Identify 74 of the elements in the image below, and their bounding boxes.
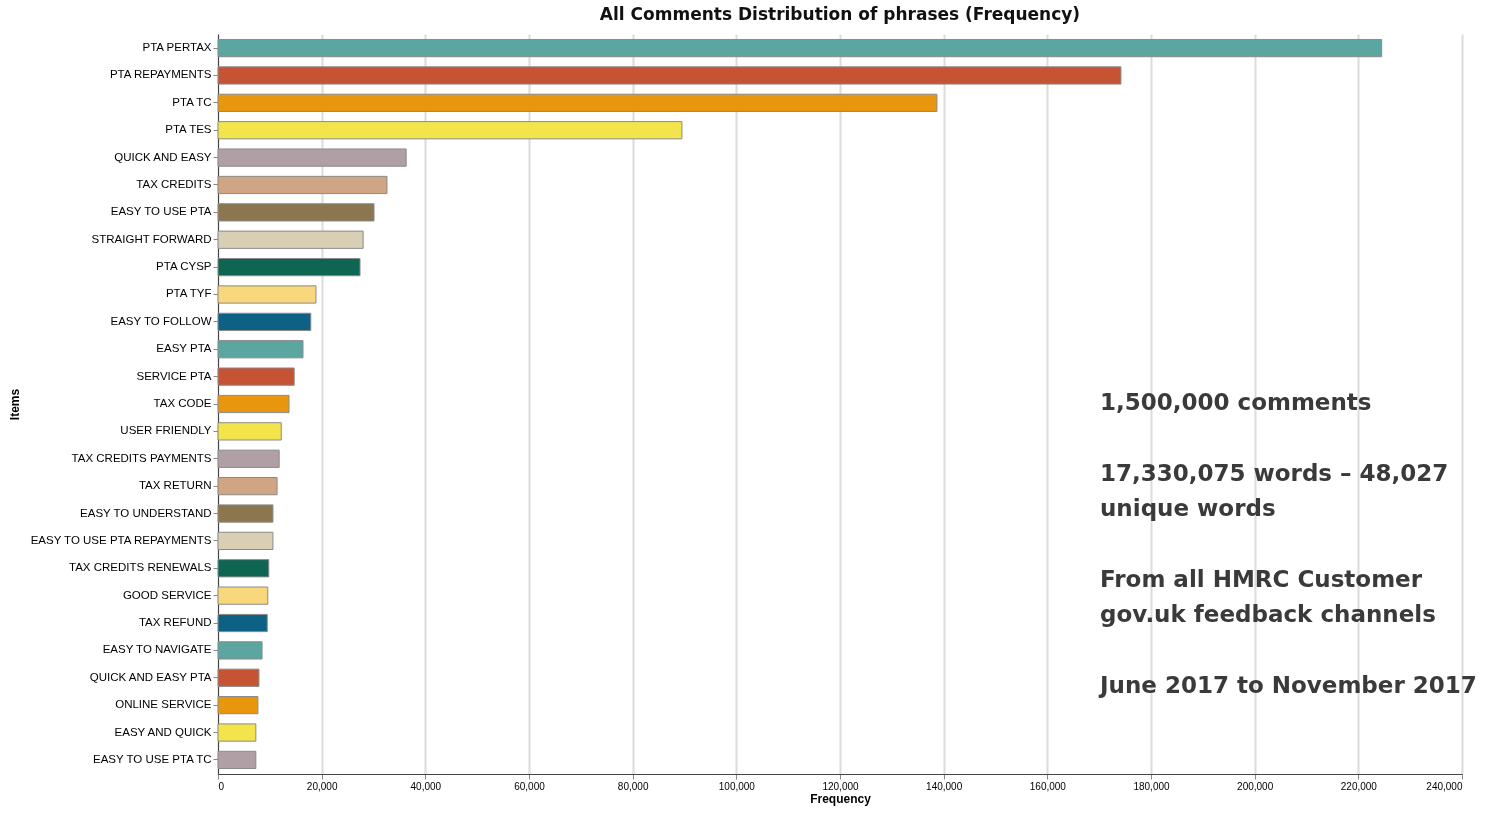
- y-tick-label: TAX CREDITS: [136, 177, 212, 190]
- x-tick-label: 140,000: [926, 780, 963, 792]
- bar: [217, 38, 1383, 58]
- bar: [217, 696, 259, 715]
- y-tick-label: EASY TO UNDERSTAND: [80, 506, 212, 519]
- bar: [217, 175, 388, 195]
- chart-title: All Comments Distribution of phrases (Frequency): [599, 4, 1081, 24]
- x-tick-label: 200,000: [1237, 780, 1274, 792]
- y-tick-label: TAX CREDITS PAYMENTS: [71, 451, 212, 464]
- x-tick-label: 100,000: [718, 780, 756, 792]
- y-tick-label: PTA REPAYMENTS: [109, 68, 212, 81]
- x-axis-title: Frequency: [810, 791, 872, 806]
- bar: [217, 203, 375, 222]
- bar: [217, 93, 938, 112]
- annotation: 1,500,000 comments: [1100, 388, 1373, 417]
- bar: [217, 394, 290, 414]
- y-axis-title: Items: [7, 388, 22, 421]
- bar: [217, 340, 304, 359]
- y-tick-label: TAX CREDITS RENEWALS: [69, 561, 212, 574]
- y-tick-label: EASY TO USE PTA: [110, 205, 212, 218]
- annotation: 17,330,075 words – 48,027 unique words: [1100, 459, 1450, 523]
- bar: [217, 449, 280, 468]
- y-tick-label: SERVICE PTA: [136, 369, 212, 382]
- y-tick-label: EASY TO USE PTA TC: [93, 752, 212, 765]
- x-tick-label: 180,000: [1133, 780, 1171, 792]
- y-tick-label: EASY AND QUICK: [114, 725, 212, 738]
- x-tick-label: 80,000: [617, 780, 649, 792]
- y-tick-label: EASY TO NAVIGATE: [102, 643, 212, 656]
- bar: [217, 723, 257, 742]
- bar: [217, 312, 312, 331]
- bar: [217, 641, 263, 660]
- y-tick-label: GOOD SERVICE: [122, 588, 212, 601]
- bar: [217, 613, 268, 633]
- y-tick-label: EASY TO FOLLOW: [110, 314, 212, 327]
- bar: [217, 230, 364, 249]
- y-tick-label: STRAIGHT FORWARD: [91, 232, 212, 245]
- x-tick-label: 0: [218, 780, 225, 792]
- y-tick-label: ONLINE SERVICE: [115, 698, 212, 711]
- y-tick-label: PTA TES: [165, 123, 212, 136]
- y-tick-label: TAX REFUND: [138, 616, 212, 629]
- bar: [217, 750, 257, 770]
- y-tick-label: PTA TYF: [165, 287, 212, 300]
- y-tick-label: PTA TC: [172, 95, 212, 108]
- x-tick-label: 220,000: [1340, 780, 1378, 792]
- x-tick-label: 60,000: [514, 780, 546, 792]
- bar: [217, 257, 361, 277]
- y-tick-label: EASY PTA: [156, 342, 212, 355]
- bar: [217, 121, 683, 140]
- y-tick-label: USER FRIENDLY: [120, 424, 212, 437]
- x-tick-label: 240,000: [1426, 780, 1463, 792]
- bar: [217, 285, 317, 304]
- bar: [217, 148, 407, 167]
- y-tick-label: QUICK AND EASY PTA: [89, 670, 212, 683]
- bar: [217, 477, 278, 496]
- x-tick-label: 120,000: [822, 780, 860, 792]
- bar: [217, 559, 270, 578]
- annotation: From all HMRC Customer gov.uk feedback channels: [1100, 565, 1437, 629]
- bar: [217, 367, 295, 386]
- y-tick-label: EASY TO USE PTA REPAYMENTS: [30, 533, 212, 546]
- bar: [217, 504, 274, 523]
- y-tick-label: TAX RETURN: [138, 479, 212, 492]
- bar: [217, 422, 282, 441]
- y-tick-label: PTA CYSP: [156, 260, 212, 273]
- bar: [217, 668, 260, 687]
- y-tick-label: PTA PERTAX: [142, 41, 212, 54]
- bar: [217, 66, 1122, 85]
- y-tick-label: TAX CODE: [153, 397, 212, 409]
- bar: [217, 586, 269, 605]
- x-tick-label: 40,000: [410, 780, 442, 792]
- annotation: June 2017 to November 2017: [1100, 671, 1478, 700]
- x-tick-label: 20,000: [306, 780, 338, 792]
- x-tick-label: 160,000: [1029, 780, 1067, 792]
- y-tick-label: QUICK AND EASY: [114, 150, 212, 163]
- bar: [217, 531, 274, 551]
